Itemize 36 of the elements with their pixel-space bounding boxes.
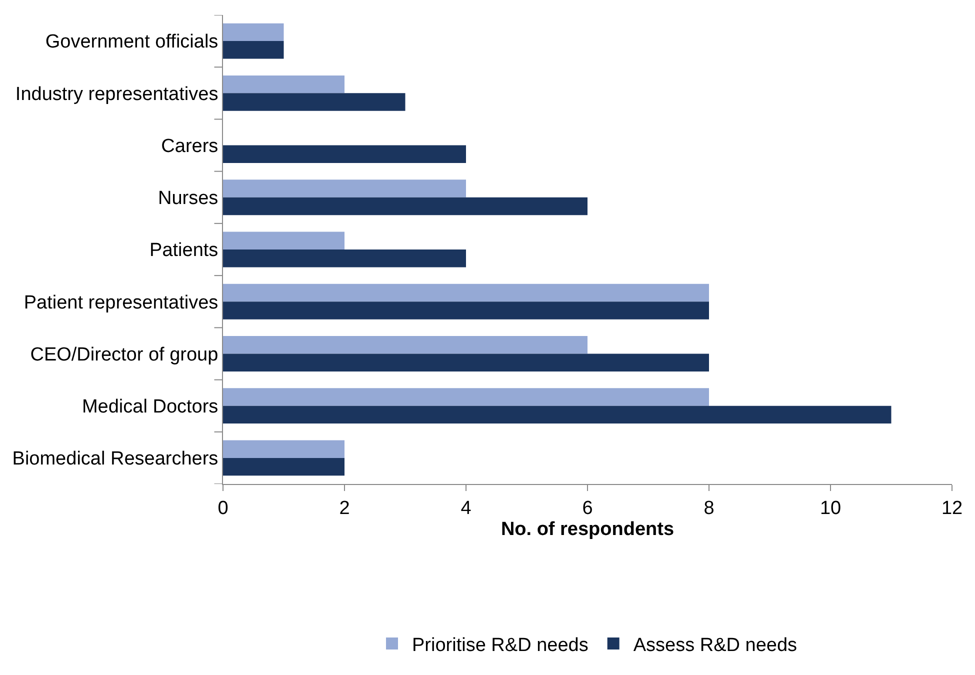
bar: [223, 250, 466, 268]
bar: [223, 406, 892, 424]
y-tick-label: Patients: [150, 240, 218, 262]
x-tick-label: 4: [460, 498, 472, 519]
legend-label: Prioritise R&D needs: [412, 634, 588, 656]
y-tick-label: Biomedical Researchers: [12, 448, 218, 470]
x-tick-label: 10: [820, 498, 842, 519]
bar: [223, 145, 466, 163]
y-tick-label: Government officials: [45, 32, 218, 53]
x-tick-label: 8: [704, 498, 714, 519]
y-tick-label: Patient representatives: [24, 292, 218, 314]
bar: [223, 284, 709, 302]
y-tick-label: CEO/Director of group: [30, 344, 218, 366]
y-tick-label: Industry representatives: [15, 84, 218, 105]
bar: [223, 197, 588, 216]
x-tick-label: 12: [941, 498, 963, 519]
y-tick-label: Nurses: [158, 188, 218, 210]
bar: [223, 232, 344, 250]
bar: [223, 354, 709, 372]
bar: [223, 41, 284, 59]
bar: [223, 302, 709, 320]
y-tick-label: Medical Doctors: [82, 396, 218, 418]
x-tick-label: 6: [582, 498, 593, 519]
y-tick-label: Carers: [161, 136, 218, 157]
bar: [223, 458, 344, 476]
x-tick-label: 2: [339, 498, 350, 519]
x-tick-label: 0: [218, 498, 228, 519]
bar: [223, 440, 344, 458]
bar: [223, 388, 709, 406]
bar: [223, 336, 588, 354]
bar: [223, 23, 284, 42]
x-axis-title: No. of respondents: [500, 518, 674, 540]
bar: [223, 93, 406, 111]
legend-label: Assess R&D needs: [633, 634, 798, 656]
bar: [223, 75, 344, 94]
bar: [223, 180, 466, 198]
